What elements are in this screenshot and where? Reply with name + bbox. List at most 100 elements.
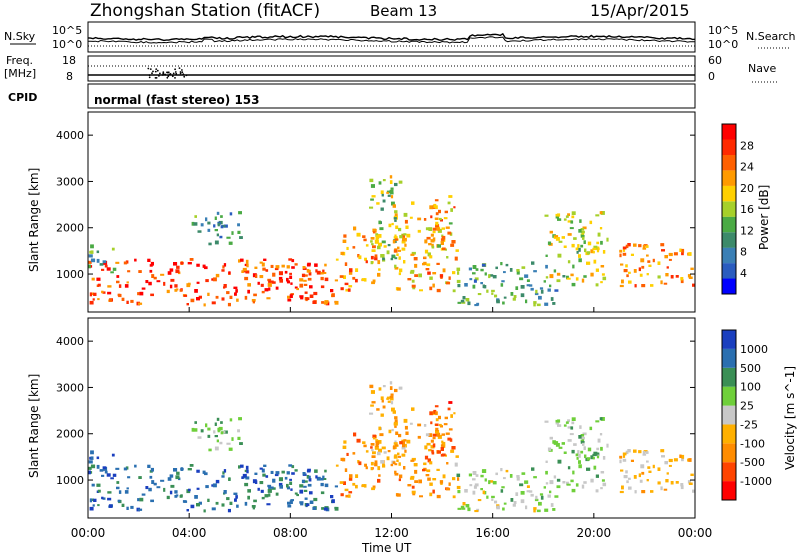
sky-noise-line <box>87 32 696 42</box>
velocity-cell <box>567 439 572 442</box>
nave-point <box>179 71 182 73</box>
colorbar-swatch <box>722 481 736 500</box>
velocity-cell <box>409 422 413 425</box>
power-cell <box>284 270 288 274</box>
power-cell <box>110 271 114 274</box>
cpid-value: normal (fast stereo) 153 <box>94 93 260 107</box>
power-cell <box>556 272 561 276</box>
velocity-cell <box>279 485 283 489</box>
velocity-cell <box>586 457 591 461</box>
power-cell <box>435 224 440 228</box>
power-cell <box>370 240 373 243</box>
velocity-cell <box>579 425 582 429</box>
power-cell <box>138 302 143 305</box>
power-cell <box>226 236 231 239</box>
colorbar-swatch <box>722 185 736 202</box>
freq-unit-label: [MHz] <box>4 67 36 80</box>
power-cell <box>489 274 494 277</box>
power-cell <box>390 187 394 190</box>
power-cell <box>289 272 292 275</box>
power-cell <box>477 293 482 296</box>
power-cell <box>246 263 249 268</box>
power-cell <box>387 194 391 197</box>
velocity-cell <box>242 473 247 478</box>
velocity-cell <box>593 465 597 470</box>
velocity-cell <box>500 489 504 493</box>
power-cell <box>348 285 353 288</box>
velocity-cell <box>92 504 95 507</box>
power-cell <box>621 279 624 284</box>
velocity-cell <box>394 416 398 420</box>
velocity-cell <box>593 451 598 456</box>
colorbar-swatch <box>722 348 736 368</box>
power-cell <box>452 271 456 275</box>
power-cell <box>254 266 258 269</box>
power-cell <box>524 274 529 278</box>
velocity-cell <box>619 459 622 464</box>
velocity-cell <box>583 446 586 450</box>
velocity-cell <box>383 451 387 454</box>
velocity-cell <box>393 455 398 459</box>
velocity-cell <box>254 472 258 475</box>
velocity-cell <box>197 436 202 439</box>
velocity-cell <box>252 479 257 484</box>
power-cell <box>233 286 238 289</box>
velocity-cell <box>519 483 524 487</box>
velocity-cell <box>633 449 637 453</box>
velocity-cell <box>550 503 554 507</box>
velocity-cell <box>468 473 472 477</box>
velocity-cell <box>642 453 647 456</box>
power-cell <box>620 263 624 266</box>
power-cell <box>557 253 562 258</box>
power-cell <box>228 241 233 245</box>
power-cell <box>108 298 113 302</box>
power-cell <box>427 271 431 275</box>
power-cell <box>382 257 385 261</box>
velocity-cell <box>240 464 244 468</box>
power-cell <box>622 252 627 256</box>
power-cell <box>324 263 327 267</box>
velocity-cell <box>586 467 591 471</box>
power-cell <box>457 284 461 288</box>
velocity-cell <box>200 429 204 433</box>
power-cell <box>555 216 560 219</box>
nave-point <box>166 76 169 79</box>
velocity-cell <box>533 509 536 513</box>
power-cell <box>370 237 375 240</box>
power-cell <box>418 273 422 278</box>
velocity-cell <box>180 467 184 471</box>
velocity-cell <box>570 479 574 483</box>
velocity-cell <box>390 401 394 405</box>
velocity-cell <box>643 450 648 453</box>
velocity-cell <box>592 453 597 457</box>
power-cell <box>409 271 415 274</box>
velocity-cell <box>443 423 448 426</box>
power-cell <box>394 266 399 270</box>
power-cell <box>687 274 691 278</box>
colorbar-swatch <box>722 154 736 171</box>
power-cell <box>214 240 219 245</box>
power-cell <box>580 233 584 236</box>
velocity-cell <box>489 480 494 483</box>
y-tick-label: 1000 <box>56 474 84 487</box>
velocity-cell <box>596 453 600 457</box>
velocity-cell <box>281 470 285 474</box>
velocity-cell <box>456 473 461 477</box>
power-cell <box>597 232 601 237</box>
velocity-cell <box>375 441 380 446</box>
velocity-cell <box>358 461 362 466</box>
velocity-cell <box>515 492 519 496</box>
velocity-cell <box>221 475 225 478</box>
power-cell <box>352 276 356 280</box>
velocity-cell <box>429 492 433 497</box>
velocity-cell <box>389 386 393 390</box>
colorbar-swatch <box>722 170 736 186</box>
velocity-cell <box>340 493 344 497</box>
power-cell <box>186 303 189 306</box>
power-cell <box>515 286 519 290</box>
velocity-cell <box>216 439 219 443</box>
velocity-cell <box>214 435 218 438</box>
velocity-cell <box>510 498 514 502</box>
velocity-cell <box>445 432 450 435</box>
